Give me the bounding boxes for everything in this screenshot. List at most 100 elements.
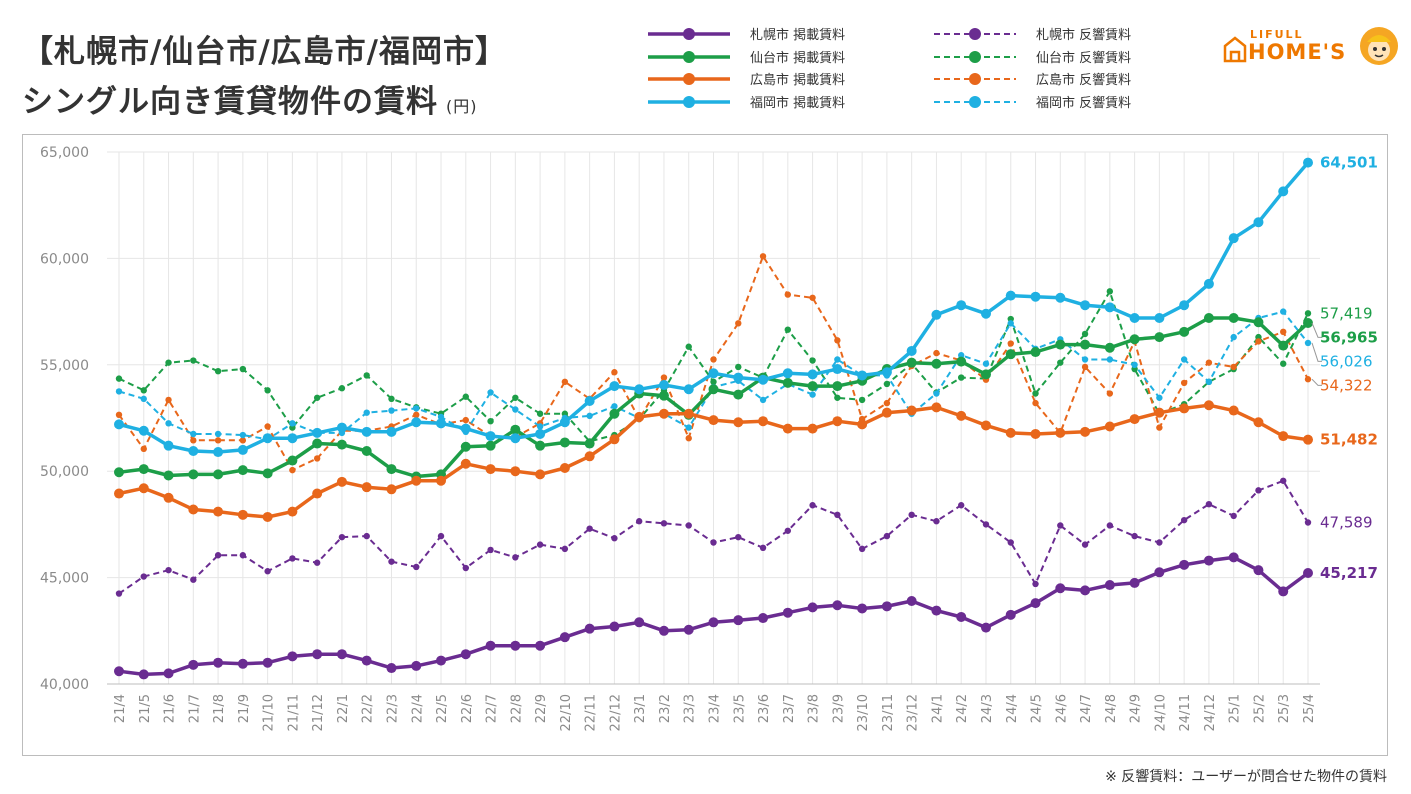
data-point bbox=[982, 360, 990, 367]
data-point bbox=[1253, 317, 1264, 328]
data-point bbox=[1005, 349, 1016, 360]
x-tick-label: 21/9 bbox=[237, 694, 252, 723]
data-point bbox=[460, 458, 471, 469]
data-point bbox=[1230, 363, 1237, 371]
data-point bbox=[510, 466, 521, 477]
x-tick-label: 25/3 bbox=[1277, 694, 1292, 723]
data-point bbox=[386, 663, 397, 674]
data-point bbox=[1278, 586, 1289, 597]
data-point bbox=[510, 433, 521, 444]
data-point bbox=[165, 359, 172, 366]
data-point bbox=[411, 660, 422, 671]
data-point bbox=[1180, 379, 1188, 387]
data-point bbox=[313, 394, 321, 401]
x-tick-label: 23/3 bbox=[683, 694, 698, 723]
data-point bbox=[906, 345, 917, 356]
x-tick-label: 23/2 bbox=[658, 694, 673, 723]
data-point bbox=[114, 666, 124, 677]
data-point bbox=[735, 320, 742, 327]
data-point bbox=[759, 544, 767, 552]
y-tick-label: 50,000 bbox=[40, 464, 89, 480]
data-point bbox=[437, 413, 445, 421]
data-point bbox=[660, 374, 668, 381]
data-point bbox=[1230, 512, 1237, 520]
data-point bbox=[586, 412, 593, 420]
data-point bbox=[312, 488, 323, 499]
data-point bbox=[708, 368, 719, 379]
data-point bbox=[883, 399, 891, 407]
data-point bbox=[708, 384, 719, 395]
data-point bbox=[1032, 390, 1039, 397]
data-point bbox=[931, 605, 942, 616]
data-point bbox=[559, 417, 570, 428]
data-point bbox=[1228, 552, 1239, 563]
data-point bbox=[1081, 330, 1089, 338]
data-point bbox=[163, 440, 174, 451]
data-point bbox=[908, 511, 915, 519]
x-tick-label: 24/11 bbox=[1178, 694, 1193, 731]
data-point bbox=[386, 484, 397, 495]
data-point bbox=[413, 563, 420, 571]
data-point bbox=[1154, 567, 1165, 578]
data-point bbox=[1104, 580, 1115, 591]
data-point bbox=[1005, 427, 1016, 438]
data-point bbox=[190, 437, 197, 444]
mascot-icon bbox=[1360, 27, 1398, 65]
data-point bbox=[784, 291, 792, 298]
data-point bbox=[710, 539, 717, 546]
data-point bbox=[685, 435, 692, 442]
data-point bbox=[237, 465, 248, 476]
data-point bbox=[1081, 356, 1089, 363]
data-point bbox=[462, 393, 469, 400]
data-point bbox=[1080, 426, 1091, 437]
data-point bbox=[289, 555, 296, 562]
data-point bbox=[213, 469, 224, 480]
data-point bbox=[958, 352, 965, 359]
x-tick-label: 21/7 bbox=[187, 694, 202, 723]
data-point bbox=[213, 657, 224, 668]
data-point bbox=[485, 464, 496, 475]
end-label-leader bbox=[1311, 322, 1322, 338]
data-point bbox=[906, 405, 917, 416]
data-point bbox=[115, 411, 123, 419]
data-point bbox=[708, 617, 719, 628]
data-point bbox=[1180, 516, 1188, 524]
data-point bbox=[188, 469, 199, 480]
x-tick-label: 22/11 bbox=[584, 694, 599, 731]
data-point bbox=[114, 488, 124, 499]
data-point bbox=[386, 426, 397, 437]
x-tick-label: 22/1 bbox=[336, 694, 351, 723]
data-point bbox=[658, 380, 669, 391]
data-point bbox=[512, 406, 519, 413]
data-point bbox=[685, 522, 692, 529]
data-point bbox=[1030, 291, 1041, 302]
data-point bbox=[437, 532, 445, 540]
data-point bbox=[1179, 559, 1190, 570]
data-point bbox=[735, 533, 742, 541]
data-point bbox=[338, 385, 346, 392]
data-point bbox=[114, 419, 124, 430]
data-point bbox=[287, 651, 298, 662]
series-sapporo-inquiry bbox=[115, 477, 1312, 597]
data-point bbox=[312, 427, 323, 438]
data-point bbox=[881, 407, 892, 418]
data-point bbox=[759, 253, 767, 260]
data-point bbox=[1080, 585, 1091, 596]
data-point bbox=[782, 377, 793, 388]
data-point bbox=[758, 416, 769, 427]
data-point bbox=[832, 600, 843, 611]
data-point bbox=[807, 423, 818, 434]
data-point bbox=[958, 502, 965, 509]
data-point bbox=[413, 411, 420, 419]
data-point bbox=[710, 356, 717, 363]
x-tick-label: 24/10 bbox=[1153, 694, 1168, 731]
data-point bbox=[535, 640, 546, 651]
end-value-label: 56,026 bbox=[1320, 352, 1373, 370]
x-tick-label: 24/9 bbox=[1129, 694, 1144, 723]
data-point bbox=[386, 464, 397, 475]
x-tick-label: 25/4 bbox=[1302, 694, 1317, 723]
data-point bbox=[832, 416, 843, 427]
data-point bbox=[188, 445, 199, 456]
data-point bbox=[1032, 399, 1039, 407]
data-point bbox=[140, 445, 147, 453]
